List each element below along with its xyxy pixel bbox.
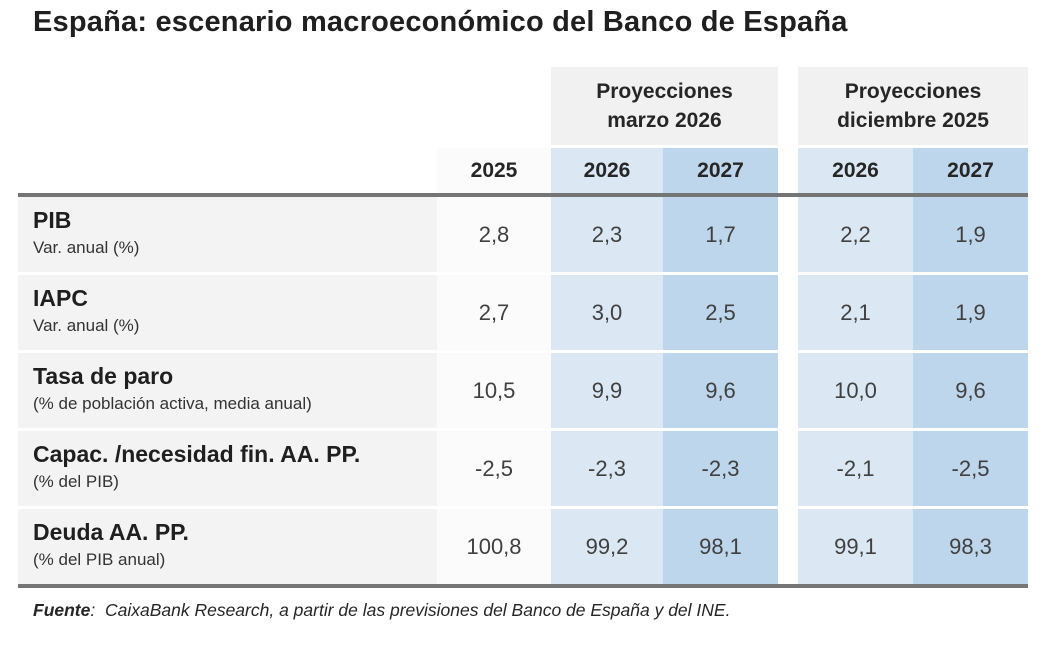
row-indicator: Tasa de paro (33, 363, 174, 389)
value-cell-marzo-2026: 2,3 (551, 197, 663, 272)
value-cell-marzo-2027: 9,6 (663, 353, 778, 428)
year-header-spacer (18, 148, 437, 193)
value-cell-diciembre-2027: 9,6 (913, 353, 1028, 428)
table-row-tasa-de-paro: Tasa de paro (% de población activa, med… (18, 353, 1028, 428)
row-label-cell: IAPC Var. anual (%) (18, 275, 437, 350)
year-header-2025: 2025 (437, 148, 551, 193)
year-header-diciembre-2026: 2026 (798, 148, 913, 193)
table-body: PIB Var. anual (%) 2,8 2,3 1,7 2,2 1,9 I… (18, 197, 1028, 584)
group-gap (778, 431, 798, 506)
value-cell-diciembre-2027: 1,9 (913, 197, 1028, 272)
value-cell-marzo-2026: -2,3 (551, 431, 663, 506)
bottom-rule (18, 584, 1028, 588)
value-cell-diciembre-2026: 2,2 (798, 197, 913, 272)
row-label-cell: Tasa de paro (% de población activa, med… (18, 353, 437, 428)
group-header-spacer-2025 (437, 67, 551, 145)
row-indicator: Capac. /necesidad fin. AA. PP. (33, 441, 361, 467)
row-unit: (% del PIB anual) (33, 550, 166, 569)
group-gap (778, 67, 798, 145)
chart-title: España: escenario macroeconómico del Ban… (33, 6, 848, 38)
top-rule (18, 193, 1028, 197)
value-cell-marzo-2027: 1,7 (663, 197, 778, 272)
value-cell-marzo-2027: 2,5 (663, 275, 778, 350)
value-cell-marzo-2026: 9,9 (551, 353, 663, 428)
group-gap (778, 197, 798, 272)
row-unit: Var. anual (%) (33, 238, 140, 257)
source-note: Fuente: CaixaBank Research, a partir de … (33, 600, 730, 621)
year-header-marzo-2026: 2026 (551, 148, 663, 193)
group-gap (778, 353, 798, 428)
group-gap (778, 148, 798, 193)
year-header-diciembre-2027: 2027 (913, 148, 1028, 193)
column-group-header-diciembre-2025: Proyecciones diciembre 2025 (798, 67, 1028, 145)
row-unit: (% del PIB) (33, 472, 119, 491)
source-label: Fuente (33, 600, 91, 620)
column-group-header-marzo-2026: Proyecciones marzo 2026 (551, 67, 778, 145)
value-cell-marzo-2026: 99,2 (551, 509, 663, 584)
row-label-cell: PIB Var. anual (%) (18, 197, 437, 272)
value-cell-2025: 10,5 (437, 353, 551, 428)
value-cell-diciembre-2027: -2,5 (913, 431, 1028, 506)
row-unit: (% de población activa, media anual) (33, 394, 312, 413)
value-cell-2025: 100,8 (437, 509, 551, 584)
source-text: : CaixaBank Research, a partir de las pr… (90, 600, 731, 620)
value-cell-2025: 2,7 (437, 275, 551, 350)
row-indicator: PIB (33, 207, 72, 233)
row-label-cell: Capac. /necesidad fin. AA. PP. (% del PI… (18, 431, 437, 506)
value-cell-diciembre-2026: 99,1 (798, 509, 913, 584)
table: Proyecciones marzo 2026 Proyecciones dic… (18, 67, 1028, 588)
group-header-line1: Proyecciones (596, 80, 733, 103)
group-header-spacer-label (18, 67, 437, 145)
value-cell-diciembre-2026: 2,1 (798, 275, 913, 350)
group-header-line1: Proyecciones (844, 80, 982, 103)
row-label-cell: Deuda AA. PP. (% del PIB anual) (18, 509, 437, 584)
year-header-row: 2025 2026 2027 2026 2027 (18, 148, 1028, 193)
value-cell-diciembre-2027: 1,9 (913, 275, 1028, 350)
row-unit: Var. anual (%) (33, 316, 140, 335)
value-cell-marzo-2026: 3,0 (551, 275, 663, 350)
group-gap (778, 509, 798, 584)
value-cell-diciembre-2026: -2,1 (798, 431, 913, 506)
value-cell-diciembre-2026: 10,0 (798, 353, 913, 428)
value-cell-diciembre-2027: 98,3 (913, 509, 1028, 584)
column-group-header-row: Proyecciones marzo 2026 Proyecciones dic… (18, 67, 1028, 145)
row-indicator: Deuda AA. PP. (33, 519, 189, 545)
table-row-capacidad-necesidad: Capac. /necesidad fin. AA. PP. (% del PI… (18, 431, 1028, 506)
table-row-iapc: IAPC Var. anual (%) 2,7 3,0 2,5 2,1 1,9 (18, 275, 1028, 350)
row-indicator: IAPC (33, 285, 88, 311)
value-cell-marzo-2027: -2,3 (663, 431, 778, 506)
value-cell-2025: -2,5 (437, 431, 551, 506)
table-row-pib: PIB Var. anual (%) 2,8 2,3 1,7 2,2 1,9 (18, 197, 1028, 272)
year-header-marzo-2027: 2027 (663, 148, 778, 193)
value-cell-marzo-2027: 98,1 (663, 509, 778, 584)
group-gap (778, 275, 798, 350)
value-cell-2025: 2,8 (437, 197, 551, 272)
group-header-line2: marzo 2026 (607, 109, 722, 132)
table-row-deuda: Deuda AA. PP. (% del PIB anual) 100,8 99… (18, 509, 1028, 584)
group-header-line2: diciembre 2025 (837, 109, 989, 132)
